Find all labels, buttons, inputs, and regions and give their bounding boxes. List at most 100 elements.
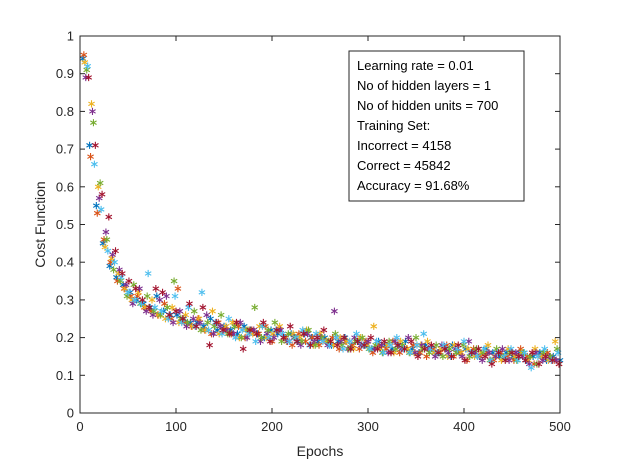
data-point (97, 205, 105, 214)
data-point (212, 318, 220, 327)
annotation-learning-rate: Learning rate = 0.01 (357, 58, 474, 73)
data-point (454, 341, 462, 349)
annotation-training-set: Training Set: (357, 118, 430, 133)
data-point (480, 345, 488, 353)
data-point (386, 341, 394, 349)
y-tick-label: 0.5 (56, 217, 74, 232)
data-point (226, 330, 234, 338)
data-point (165, 311, 173, 319)
data-point (527, 364, 535, 372)
data-point (102, 228, 110, 236)
data-point (91, 141, 99, 149)
y-tick-label: 0.3 (56, 292, 74, 307)
data-point (481, 352, 489, 361)
data-point (92, 202, 100, 210)
data-point (292, 334, 300, 342)
data-point (468, 349, 476, 357)
data-point (96, 179, 104, 187)
data-point (279, 330, 286, 338)
y-tick-label: 0.6 (56, 179, 74, 194)
data-point (258, 334, 265, 342)
data-point (501, 356, 509, 364)
data-point (452, 349, 460, 357)
data-point (515, 352, 523, 361)
data-point (144, 269, 152, 278)
data-point (203, 311, 211, 319)
x-ticks: 0 100 200 300 400 500 (76, 36, 571, 434)
data-point (112, 247, 119, 255)
series-4 (82, 73, 560, 368)
data-point (152, 284, 160, 293)
y-tick-label: 0.2 (56, 330, 74, 345)
data-point (259, 318, 267, 327)
data-point (414, 352, 422, 361)
data-point (379, 349, 387, 357)
data-point (217, 311, 225, 319)
data-point (145, 303, 153, 312)
data-point (347, 345, 355, 353)
data-point (209, 307, 216, 315)
data-point (204, 318, 212, 327)
data-point (159, 288, 166, 296)
data-point (297, 341, 305, 349)
data-point (174, 284, 182, 293)
data-point (313, 334, 321, 342)
series-5 (83, 66, 561, 368)
data-point (123, 292, 131, 300)
annotation-hidden-units: No of hidden units = 700 (357, 98, 498, 113)
data-point (374, 345, 381, 353)
data-point (407, 337, 415, 345)
data-point (521, 349, 528, 357)
data-point (534, 352, 542, 361)
data-point (157, 311, 165, 319)
x-axis-label: Epochs (297, 443, 344, 459)
data-point (143, 292, 151, 300)
data-point (507, 345, 515, 353)
data-point (293, 337, 301, 345)
data-point (93, 209, 101, 217)
data-point (358, 334, 366, 342)
data-point (111, 258, 118, 266)
x-tick-label: 300 (357, 419, 379, 434)
data-point (373, 337, 381, 345)
data-point (264, 326, 272, 334)
x-tick-label: 200 (261, 419, 283, 434)
data-point (100, 235, 108, 244)
data-point (197, 326, 205, 334)
data-point (185, 303, 192, 312)
data-point (307, 341, 314, 349)
data-point (280, 334, 287, 342)
data-point (266, 337, 274, 345)
data-point (156, 296, 164, 304)
y-tick-label: 0.7 (56, 142, 74, 157)
y-tick-label: 1 (67, 29, 74, 44)
data-point (339, 345, 347, 353)
data-point (106, 262, 114, 270)
data-point (412, 334, 420, 342)
data-point (448, 352, 455, 361)
data-point (89, 107, 96, 115)
annotation-box: Learning rate = 0.01 No of hidden layers… (348, 50, 525, 202)
annotation-frame (348, 50, 525, 202)
y-tick-label: 0.4 (56, 255, 74, 270)
data-point (495, 349, 502, 357)
data-point (239, 345, 247, 353)
data-point (189, 315, 197, 323)
data-point (103, 235, 111, 244)
data-point (331, 330, 339, 338)
data-point (186, 300, 193, 308)
data-point (118, 269, 126, 278)
data-point (485, 349, 493, 357)
data-point (421, 345, 429, 353)
data-point (114, 277, 121, 285)
data-point (488, 360, 496, 368)
x-tick-label: 0 (76, 419, 83, 434)
data-point (91, 160, 98, 168)
data-point (124, 288, 132, 296)
data-point (474, 352, 481, 361)
data-point (370, 322, 378, 330)
data-point (131, 296, 139, 304)
data-point (139, 296, 146, 304)
data-point (522, 356, 529, 364)
